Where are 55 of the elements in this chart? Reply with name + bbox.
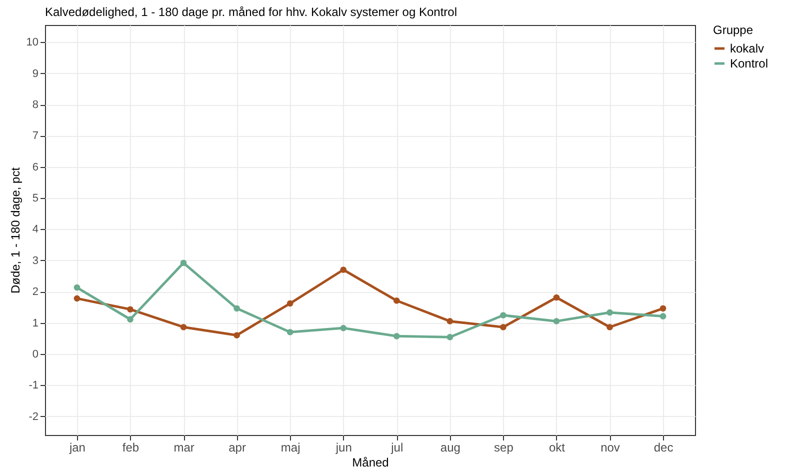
point [553, 294, 560, 301]
point [500, 324, 506, 330]
point [127, 316, 134, 322]
legend-label: Kontrol [730, 56, 768, 70]
x-tick-label: maj [280, 440, 300, 454]
point [553, 318, 560, 324]
y-tick-label: -1 [28, 380, 38, 392]
point [660, 305, 666, 312]
legend-title: Gruppe [713, 23, 754, 37]
x-tick-label: sep [494, 440, 514, 454]
point [74, 295, 80, 302]
y-tick-label: -2 [28, 410, 38, 423]
legend-label: kokalv [730, 42, 764, 56]
x-axis-title: Måned [352, 456, 389, 470]
y-tick-label: 5 [32, 192, 38, 205]
x-tick-label: jul [390, 440, 404, 454]
point [606, 309, 613, 316]
x-tick-label: apr [228, 440, 246, 454]
y-tick-label: 10 [26, 36, 38, 49]
y-tick-label: 2 [32, 286, 38, 298]
y-tick-label: 4 [32, 224, 38, 236]
point [127, 306, 134, 313]
y-tick-label: 3 [32, 254, 38, 267]
point [234, 305, 240, 312]
point [393, 297, 400, 304]
point [340, 266, 347, 273]
y-tick-label: 0 [32, 348, 38, 360]
point [500, 312, 506, 318]
point [446, 334, 454, 340]
y-tick-label: 8 [32, 99, 38, 112]
point [180, 260, 187, 266]
x-tick-label: okt [548, 440, 566, 454]
x-tick-label: jan [68, 440, 86, 454]
point [340, 324, 347, 332]
y-tick-label: 9 [32, 68, 38, 80]
point [286, 328, 294, 336]
y-tick-label: 1 [32, 317, 38, 330]
point [660, 313, 666, 320]
point [74, 284, 80, 291]
x-tick-label: aug [440, 440, 460, 454]
x-tick-label: dec [654, 440, 674, 454]
point [180, 324, 187, 330]
point [286, 300, 294, 307]
y-axis-title: Døde, 1 - 180 dage, pct [8, 166, 22, 294]
point [234, 332, 240, 338]
point [446, 318, 454, 324]
point [393, 333, 400, 340]
x-tick-label: feb [122, 440, 140, 454]
x-tick-label: mar [174, 440, 194, 454]
x-tick-label: jun [334, 440, 352, 454]
y-tick-label: 7 [32, 130, 38, 142]
y-tick-label: 6 [32, 161, 38, 174]
point [606, 324, 613, 330]
x-tick-label: nov [600, 440, 620, 454]
chart-title: Kalvedødelighed, 1 - 180 dage pr. måned for hhv. Kokalv systemer og Kontrol [45, 5, 458, 19]
